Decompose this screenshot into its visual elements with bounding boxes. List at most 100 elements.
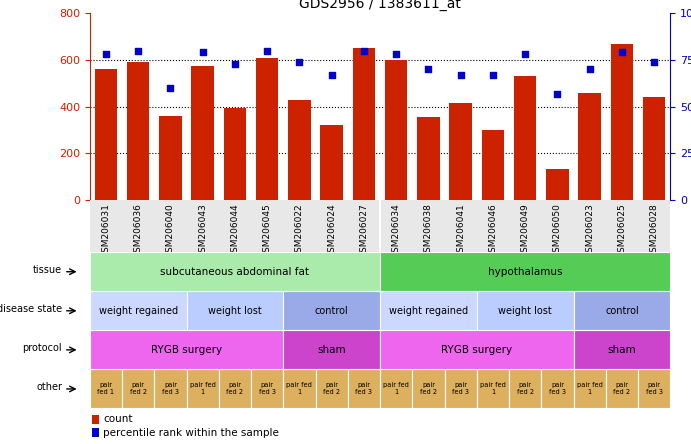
Bar [413, 369, 444, 408]
Bar [219, 369, 251, 408]
Point [197, 49, 208, 56]
Text: other: other [36, 382, 62, 392]
Text: weight lost: weight lost [498, 306, 552, 316]
Text: control: control [315, 306, 348, 316]
Point [584, 66, 595, 73]
Point [487, 71, 498, 79]
Text: pair
fed 3: pair fed 3 [645, 382, 663, 396]
Point [423, 66, 434, 73]
Bar [256, 58, 278, 200]
Text: GSM206022: GSM206022 [295, 203, 304, 258]
Text: pair
fed 2: pair fed 2 [130, 382, 146, 396]
Text: GSM206034: GSM206034 [392, 203, 401, 258]
Bar [541, 369, 574, 408]
Point [649, 58, 660, 65]
Text: pair
fed 2: pair fed 2 [420, 382, 437, 396]
Bar [574, 330, 670, 369]
Text: protocol: protocol [23, 343, 62, 353]
Text: hypothalamus: hypothalamus [488, 267, 562, 277]
Point [520, 51, 531, 58]
Bar [348, 369, 380, 408]
Text: pair
fed 3: pair fed 3 [549, 382, 566, 396]
Bar [574, 291, 670, 330]
Bar [611, 44, 633, 200]
Text: GSM206024: GSM206024 [327, 203, 337, 258]
Bar [477, 369, 509, 408]
Point [165, 84, 176, 91]
Bar [92, 415, 100, 424]
Point [133, 47, 144, 54]
Bar [288, 99, 311, 200]
Bar [90, 330, 283, 369]
Bar [283, 369, 316, 408]
Point [616, 49, 627, 56]
Bar [578, 93, 601, 200]
Bar [90, 369, 122, 408]
Bar [606, 369, 638, 408]
Text: GSM206027: GSM206027 [359, 203, 368, 258]
Text: pair fed
1: pair fed 1 [287, 382, 312, 396]
Text: weight regained: weight regained [99, 306, 178, 316]
Text: GSM206049: GSM206049 [520, 203, 530, 258]
Text: sham: sham [317, 345, 346, 355]
Text: pair
fed 3: pair fed 3 [258, 382, 276, 396]
Text: pair fed
1: pair fed 1 [577, 382, 603, 396]
Bar [449, 103, 472, 200]
Bar [154, 369, 187, 408]
Bar [380, 252, 670, 291]
Text: pair
fed 3: pair fed 3 [452, 382, 469, 396]
Point [359, 47, 370, 54]
Bar [283, 330, 380, 369]
Text: pair
fed 2: pair fed 2 [227, 382, 243, 396]
Text: GSM206041: GSM206041 [456, 203, 465, 258]
Bar [191, 66, 214, 200]
Text: pair
fed 1: pair fed 1 [97, 382, 115, 396]
Bar [316, 369, 348, 408]
Bar [352, 48, 375, 200]
Bar [127, 62, 149, 200]
Bar [444, 369, 477, 408]
Text: pair fed
1: pair fed 1 [480, 382, 506, 396]
Bar [122, 369, 154, 408]
Text: weight regained: weight regained [389, 306, 468, 316]
Point [262, 47, 273, 54]
Text: pair
fed 2: pair fed 2 [614, 382, 630, 396]
Bar [321, 125, 343, 200]
Text: percentile rank within the sample: percentile rank within the sample [103, 428, 279, 438]
Bar [159, 116, 182, 200]
Bar [509, 369, 541, 408]
Bar [546, 170, 569, 200]
Text: GSM206036: GSM206036 [133, 203, 143, 258]
Bar [283, 291, 380, 330]
Text: weight lost: weight lost [208, 306, 262, 316]
Bar [385, 60, 408, 200]
Point [455, 71, 466, 79]
Text: disease state: disease state [0, 304, 62, 314]
Text: GSM206028: GSM206028 [650, 203, 659, 258]
Text: GSM206023: GSM206023 [585, 203, 594, 258]
Text: subcutaneous abdominal fat: subcutaneous abdominal fat [160, 267, 310, 277]
Bar [251, 369, 283, 408]
Text: GSM206045: GSM206045 [263, 203, 272, 258]
Bar [90, 252, 380, 291]
Text: GSM206038: GSM206038 [424, 203, 433, 258]
Bar [90, 291, 187, 330]
Bar [417, 117, 439, 200]
Text: GSM206040: GSM206040 [166, 203, 175, 258]
Bar [482, 130, 504, 200]
Bar [92, 428, 100, 437]
Text: GSM206044: GSM206044 [230, 203, 240, 258]
Text: control: control [605, 306, 638, 316]
Text: pair
fed 3: pair fed 3 [162, 382, 179, 396]
Text: pair fed
1: pair fed 1 [384, 382, 409, 396]
Bar [95, 69, 117, 200]
Text: pair
fed 3: pair fed 3 [355, 382, 372, 396]
Bar [380, 291, 477, 330]
Bar [187, 291, 283, 330]
Text: GSM206046: GSM206046 [489, 203, 498, 258]
Bar [477, 291, 574, 330]
Point [390, 51, 401, 58]
Text: pair fed
1: pair fed 1 [190, 382, 216, 396]
Text: GSM206025: GSM206025 [617, 203, 627, 258]
Bar [224, 108, 246, 200]
